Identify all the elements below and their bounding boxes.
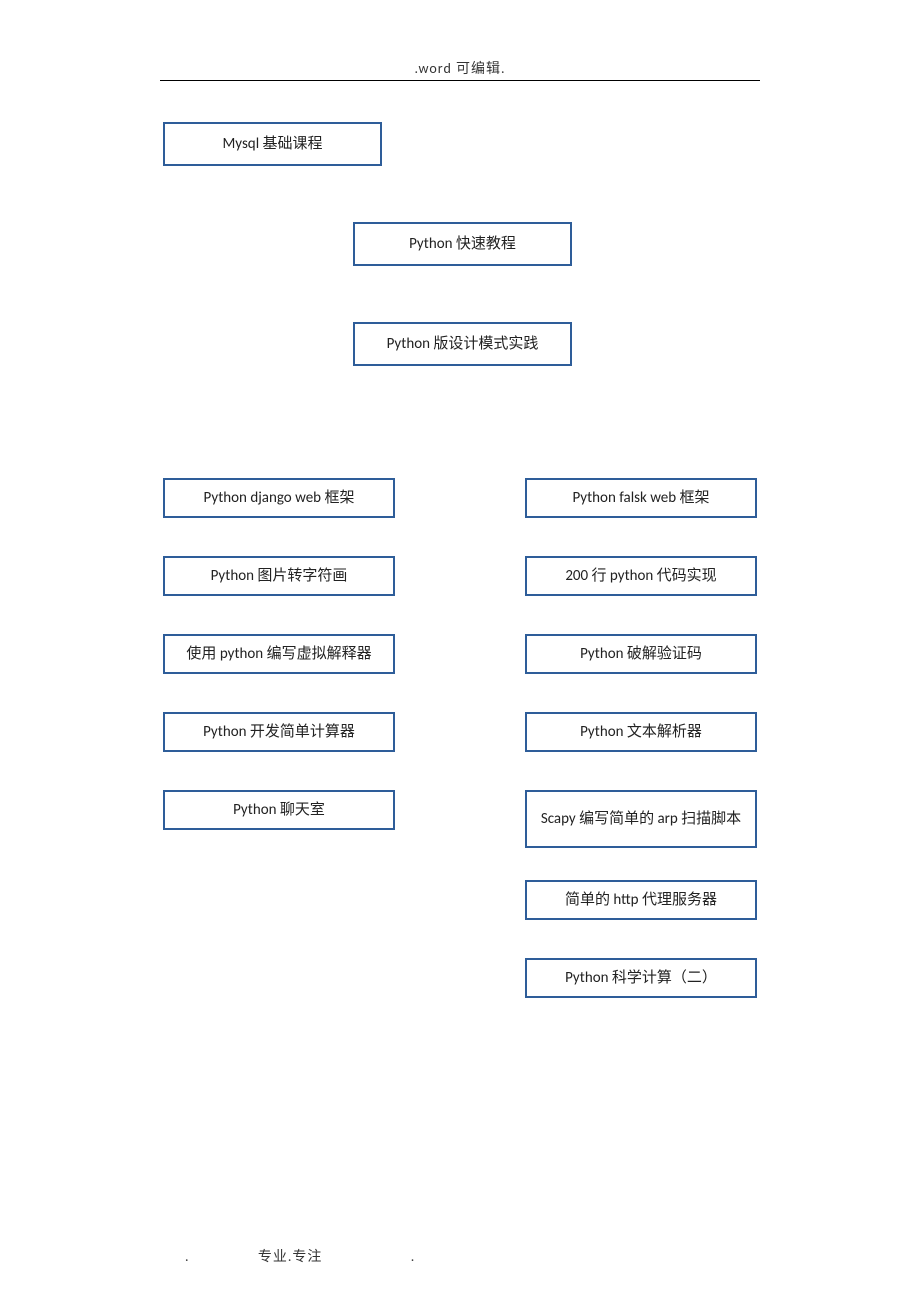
box-django: Python django web 框架: [163, 478, 395, 518]
box-scapy: Scapy 编写简单的 arp 扫描脚本: [525, 790, 757, 848]
footer-left-dot: .: [185, 1248, 190, 1265]
box-captcha: Python 破解验证码: [525, 634, 757, 674]
box-python-quick: Python 快速教程: [353, 222, 572, 266]
box-httpproxy: 简单的 http 代理服务器: [525, 880, 757, 920]
page-header-text: .word 可编辑.: [0, 58, 920, 78]
box-scicomp: Python 科学计算（二）: [525, 958, 757, 998]
box-200lines: 200 行 python 代码实现: [525, 556, 757, 596]
box-chatroom: Python 聊天室: [163, 790, 395, 830]
box-textparser: Python 文本解析器: [525, 712, 757, 752]
footer-text: 专业.专注: [258, 1248, 323, 1265]
box-python-design: Python 版设计模式实践: [353, 322, 572, 366]
box-interpreter: 使用 python 编写虚拟解释器: [163, 634, 395, 674]
page-footer: . 专业.专注 .: [185, 1246, 415, 1266]
box-calculator: Python 开发简单计算器: [163, 712, 395, 752]
footer-right-dot: .: [411, 1248, 416, 1265]
page-header-rule: [160, 80, 760, 81]
box-mysql: Mysql 基础课程: [163, 122, 382, 166]
box-img2ascii: Python 图片转字符画: [163, 556, 395, 596]
box-flask: Python falsk web 框架: [525, 478, 757, 518]
document-page: .word 可编辑. Mysql 基础课程 Python 快速教程 Python 版…: [0, 0, 920, 1302]
